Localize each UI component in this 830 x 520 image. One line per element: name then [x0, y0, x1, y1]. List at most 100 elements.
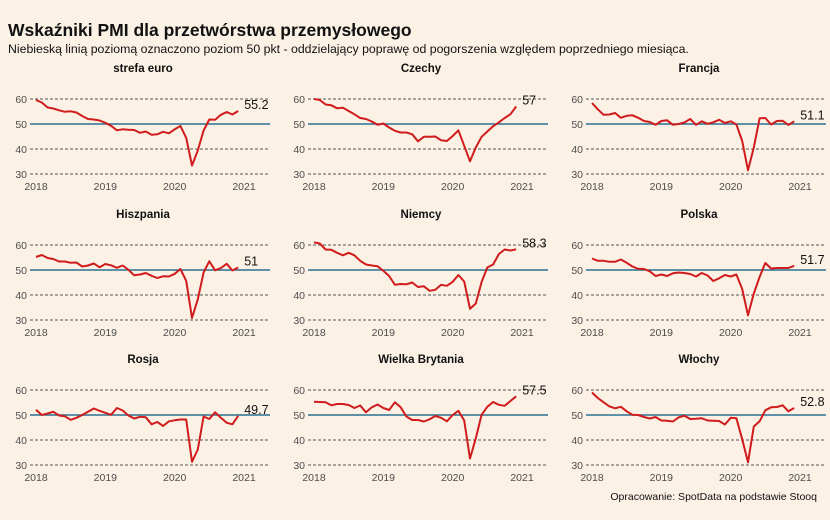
panel-title: Hiszpania: [116, 209, 170, 221]
y-tick-label: 60: [293, 240, 305, 252]
y-tick-label: 40: [571, 290, 583, 302]
x-tick-label: 2021: [510, 181, 534, 193]
panel-title: Niemcy: [401, 209, 443, 221]
panel-8: Włochy 30 40 50 60 2018 2019 2020 2021 52.8: [571, 354, 826, 484]
x-tick-label: 2020: [719, 472, 743, 484]
series-line: [313, 395, 517, 460]
panel-3: Hiszpania 30 40 50 60 2018 2019 2020 2021 51: [15, 209, 270, 339]
panel-1: Czechy 30 40 50 60 2018 2019 2020 2021 57: [293, 63, 548, 193]
x-tick-label: 2019: [372, 472, 396, 484]
x-tick-label: 2020: [163, 327, 187, 339]
x-tick-label: 2020: [719, 181, 743, 193]
x-tick-label: 2018: [580, 327, 604, 339]
x-tick-label: 2021: [788, 327, 812, 339]
y-tick-label: 30: [15, 169, 27, 181]
y-tick-label: 50: [15, 119, 27, 131]
y-tick-label: 40: [15, 144, 27, 156]
y-tick-label: 60: [15, 94, 27, 106]
end-value-label: 49.7: [244, 403, 268, 417]
x-tick-label: 2019: [372, 181, 396, 193]
panel-title: Włochy: [679, 354, 720, 366]
panel-4: Niemcy 30 40 50 60 2018 2019 2020 2021 58.3: [293, 209, 548, 339]
y-tick-label: 60: [293, 94, 305, 106]
x-tick-label: 2020: [163, 472, 187, 484]
series-line: [591, 391, 795, 464]
x-tick-label: 2018: [302, 327, 326, 339]
y-tick-label: 40: [293, 290, 305, 302]
end-value-label: 51.7: [800, 253, 824, 267]
x-tick-label: 2019: [650, 327, 674, 339]
page-subtitle: Niebieską linią poziomą oznaczono poziom…: [8, 42, 689, 56]
y-tick-label: 40: [571, 144, 583, 156]
x-tick-label: 2019: [94, 472, 118, 484]
series-line: [35, 254, 239, 319]
panel-title: strefa euro: [113, 63, 172, 75]
x-tick-label: 2018: [302, 472, 326, 484]
x-tick-label: 2020: [719, 327, 743, 339]
x-tick-label: 2021: [510, 472, 534, 484]
y-tick-label: 30: [571, 315, 583, 327]
panel-2: Francja 30 40 50 60 2018 2019 2020 2021 51.1: [571, 63, 826, 193]
y-tick-label: 60: [571, 240, 583, 252]
y-tick-label: 30: [571, 169, 583, 181]
y-tick-label: 50: [15, 265, 27, 277]
x-tick-label: 2019: [372, 327, 396, 339]
y-tick-label: 30: [293, 315, 305, 327]
y-tick-label: 30: [15, 315, 27, 327]
page-title: Wskaźniki PMI dla przetwórstwa przemysło…: [8, 20, 412, 40]
panel-title: Czechy: [401, 63, 442, 75]
y-tick-label: 40: [571, 435, 583, 447]
panel-6: Rosja 30 40 50 60 2018 2019 2020 2021 49.7: [15, 354, 270, 484]
panel-title: Polska: [680, 209, 718, 221]
end-value-label: 57.5: [522, 383, 546, 397]
y-tick-label: 40: [293, 144, 305, 156]
y-tick-label: 50: [15, 410, 27, 422]
y-tick-label: 50: [571, 119, 583, 131]
panel-7: Wielka Brytania 30 40 50 60 2018 2019 2020 2021 5…: [293, 354, 548, 484]
panel-title: Wielka Brytania: [378, 354, 464, 366]
x-tick-label: 2020: [163, 181, 187, 193]
end-value-label: 52.8: [800, 395, 824, 409]
end-value-label: 51: [244, 255, 258, 269]
y-tick-label: 30: [293, 169, 305, 181]
y-tick-label: 60: [15, 385, 27, 397]
x-tick-label: 2021: [788, 472, 812, 484]
series-line: [313, 98, 518, 163]
x-tick-label: 2018: [24, 181, 48, 193]
y-tick-label: 50: [293, 119, 305, 131]
y-tick-label: 40: [293, 435, 305, 447]
y-tick-label: 50: [293, 410, 305, 422]
y-tick-label: 30: [15, 460, 27, 472]
end-value-label: 58.3: [522, 236, 546, 250]
x-tick-label: 2021: [232, 472, 256, 484]
y-tick-label: 30: [571, 460, 583, 472]
series-line: [35, 99, 239, 167]
x-tick-label: 2021: [788, 181, 812, 193]
y-tick-label: 50: [293, 265, 305, 277]
series-line: [591, 102, 795, 172]
x-tick-label: 2018: [24, 327, 48, 339]
panel-0: strefa euro 30 40 50 60 2018 2019 2020 2021 55.2: [15, 63, 270, 193]
x-tick-label: 2018: [24, 472, 48, 484]
x-tick-label: 2020: [441, 181, 465, 193]
y-tick-label: 60: [571, 94, 583, 106]
source-note: Opracowanie: SpotData na podstawie Stooq: [610, 491, 817, 503]
y-tick-label: 40: [15, 290, 27, 302]
end-value-label: 57: [522, 94, 536, 108]
x-tick-label: 2019: [650, 181, 674, 193]
panel-title: Rosja: [127, 354, 159, 366]
y-tick-label: 50: [571, 410, 583, 422]
x-tick-label: 2020: [441, 327, 465, 339]
end-value-label: 51.1: [800, 108, 824, 122]
series-line: [35, 407, 240, 463]
x-tick-label: 2018: [580, 181, 604, 193]
y-tick-label: 60: [571, 385, 583, 397]
y-tick-label: 30: [293, 460, 305, 472]
end-value-label: 55.2: [244, 98, 268, 112]
x-tick-label: 2021: [232, 327, 256, 339]
series-line: [591, 257, 795, 317]
x-tick-label: 2018: [580, 472, 604, 484]
x-tick-label: 2019: [650, 472, 674, 484]
y-tick-label: 60: [15, 240, 27, 252]
